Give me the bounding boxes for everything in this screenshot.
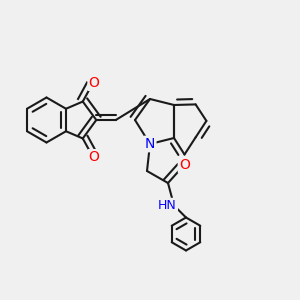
Text: O: O bbox=[89, 76, 100, 90]
Text: O: O bbox=[179, 158, 190, 172]
Text: N: N bbox=[145, 137, 155, 151]
Text: HN: HN bbox=[158, 199, 177, 212]
Text: O: O bbox=[89, 150, 100, 164]
